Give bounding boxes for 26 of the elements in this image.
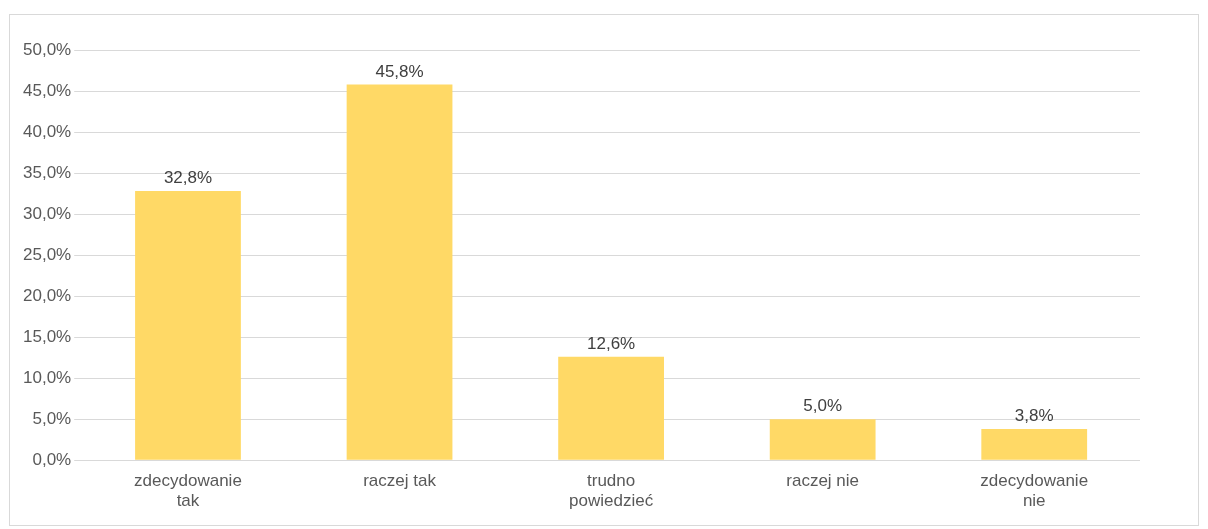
data-label: 5,0%: [803, 396, 843, 416]
y-tick-label: 15,0%: [23, 326, 72, 346]
x-tick-label: raczej nie: [786, 471, 860, 491]
bar: [769, 419, 876, 460]
x-tick-label: trudno powiedzieć: [569, 471, 654, 511]
x-tick-label: zdecydowanie tak: [134, 471, 242, 511]
y-tick-label: 5,0%: [32, 408, 72, 428]
y-tick-label: 40,0%: [23, 121, 72, 141]
x-tick-label: raczej tak: [363, 471, 437, 491]
y-tick-label: 35,0%: [23, 162, 72, 182]
bar: [135, 191, 241, 460]
y-tick-label: 0,0%: [32, 449, 72, 469]
bar: [346, 84, 453, 460]
y-tick-label: 30,0%: [23, 203, 72, 223]
bar: [558, 356, 664, 460]
data-label: 12,6%: [587, 334, 636, 354]
data-label: 45,8%: [375, 61, 424, 81]
y-tick-label: 45,0%: [23, 80, 72, 100]
y-tick-label: 25,0%: [23, 244, 72, 264]
data-label: 3,8%: [1014, 406, 1054, 426]
y-tick-label: 20,0%: [23, 285, 72, 305]
data-label: 32,8%: [163, 168, 213, 188]
bar: [981, 429, 1088, 460]
x-tick-label: zdecydowanie nie: [980, 471, 1089, 511]
y-tick-label: 10,0%: [23, 367, 72, 387]
y-tick-label: 50,0%: [23, 39, 72, 59]
